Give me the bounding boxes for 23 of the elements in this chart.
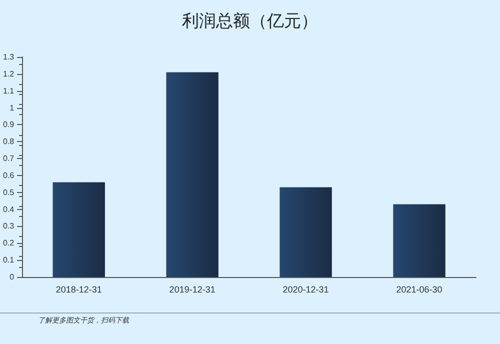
y-tick-label: 1.1	[2, 86, 15, 96]
y-tick-label: 0.6	[2, 170, 15, 180]
chart-title: 利润总额（亿元）	[182, 12, 318, 32]
bar	[166, 72, 218, 277]
y-tick-label: 0	[10, 272, 15, 282]
bar	[52, 182, 105, 277]
y-tick-label: 1.2	[2, 69, 15, 78]
y-tick-label: 0.2	[2, 238, 15, 248]
y-tick-label: 0.7	[2, 154, 15, 164]
y-tick-label: 0.4	[2, 204, 15, 214]
x-tick-label: 2018-12-31	[56, 284, 102, 294]
y-tick-label: 0.3	[2, 222, 15, 231]
bar	[393, 204, 446, 277]
x-tick-label: 2021-06-30	[396, 284, 442, 294]
x-tick-label: 2020-12-31	[282, 284, 329, 294]
y-tick-label: 1.3	[2, 52, 15, 62]
y-tick-label: 0.1	[2, 256, 15, 265]
y-tick-label: 0.8	[2, 137, 15, 146]
y-tick-label: 0.9	[2, 120, 15, 130]
y-tick-label: 1	[10, 103, 15, 112]
x-tick-label: 2019-12-31	[169, 284, 216, 294]
y-tick-label: 0.5	[2, 188, 15, 197]
bar	[280, 187, 332, 277]
